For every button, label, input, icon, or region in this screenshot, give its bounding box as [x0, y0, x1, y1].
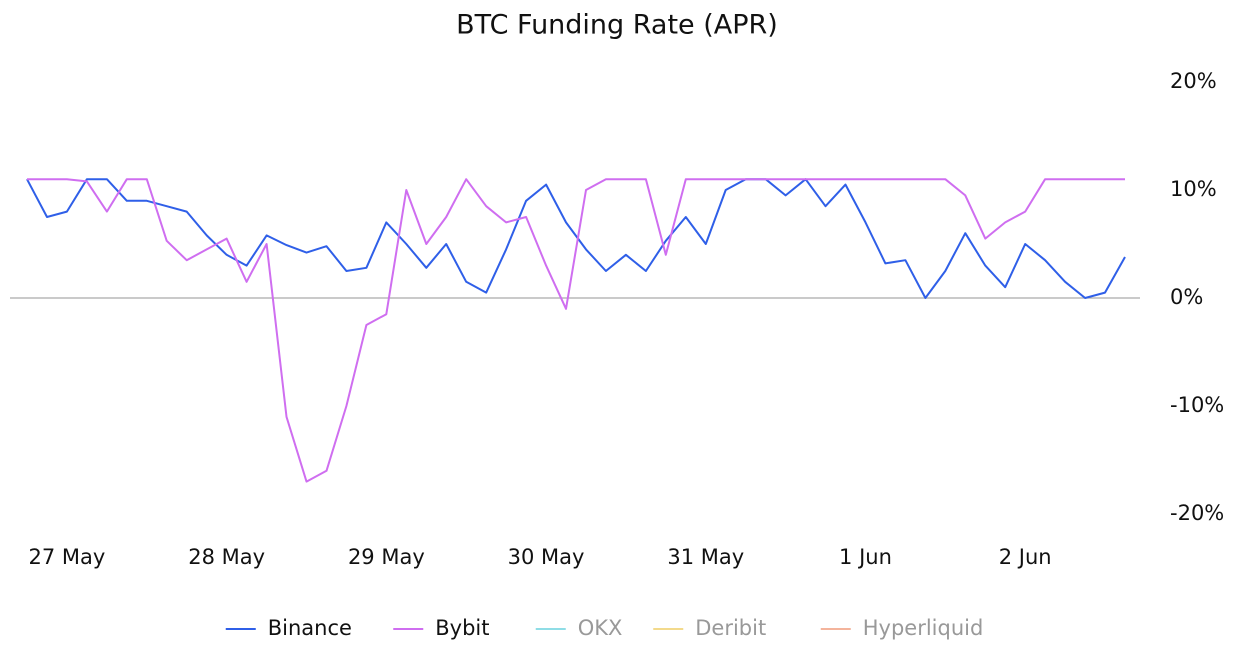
legend-item[interactable]: Bybit: [393, 616, 489, 640]
y-tick-label: 0%: [1170, 285, 1203, 309]
legend-item[interactable]: Deribit: [653, 616, 766, 640]
y-tick-label: -10%: [1170, 393, 1224, 417]
x-tick-label: 28 May: [188, 545, 265, 569]
chart-title: BTC Funding Rate (APR): [456, 10, 778, 41]
series-line: [26, 178, 1126, 299]
x-tick-label: 29 May: [348, 545, 425, 569]
legend-item[interactable]: Binance: [225, 616, 352, 640]
legend-label: Hyperliquid: [863, 616, 984, 640]
legend-item[interactable]: OKX: [535, 616, 623, 640]
legend-label: Binance: [268, 616, 352, 640]
x-tick-label: 2 Jun: [999, 545, 1052, 569]
x-tick-label: 1 Jun: [839, 545, 892, 569]
x-tick-label: 27 May: [29, 545, 106, 569]
series-line: [27, 178, 1125, 483]
y-tick-label: 20%: [1170, 69, 1217, 93]
legend-label: Bybit: [435, 616, 489, 640]
legend-label: OKX: [578, 616, 623, 640]
legend: Binance Bybit OKX Deribit Hyperliquid: [225, 616, 984, 640]
y-tick-label: -20%: [1170, 501, 1224, 525]
x-tick-label: 31 May: [667, 545, 744, 569]
legend-item[interactable]: Hyperliquid: [820, 616, 984, 640]
x-tick-label: 30 May: [508, 545, 585, 569]
y-tick-label: 10%: [1170, 177, 1217, 201]
legend-label: Deribit: [695, 616, 766, 640]
